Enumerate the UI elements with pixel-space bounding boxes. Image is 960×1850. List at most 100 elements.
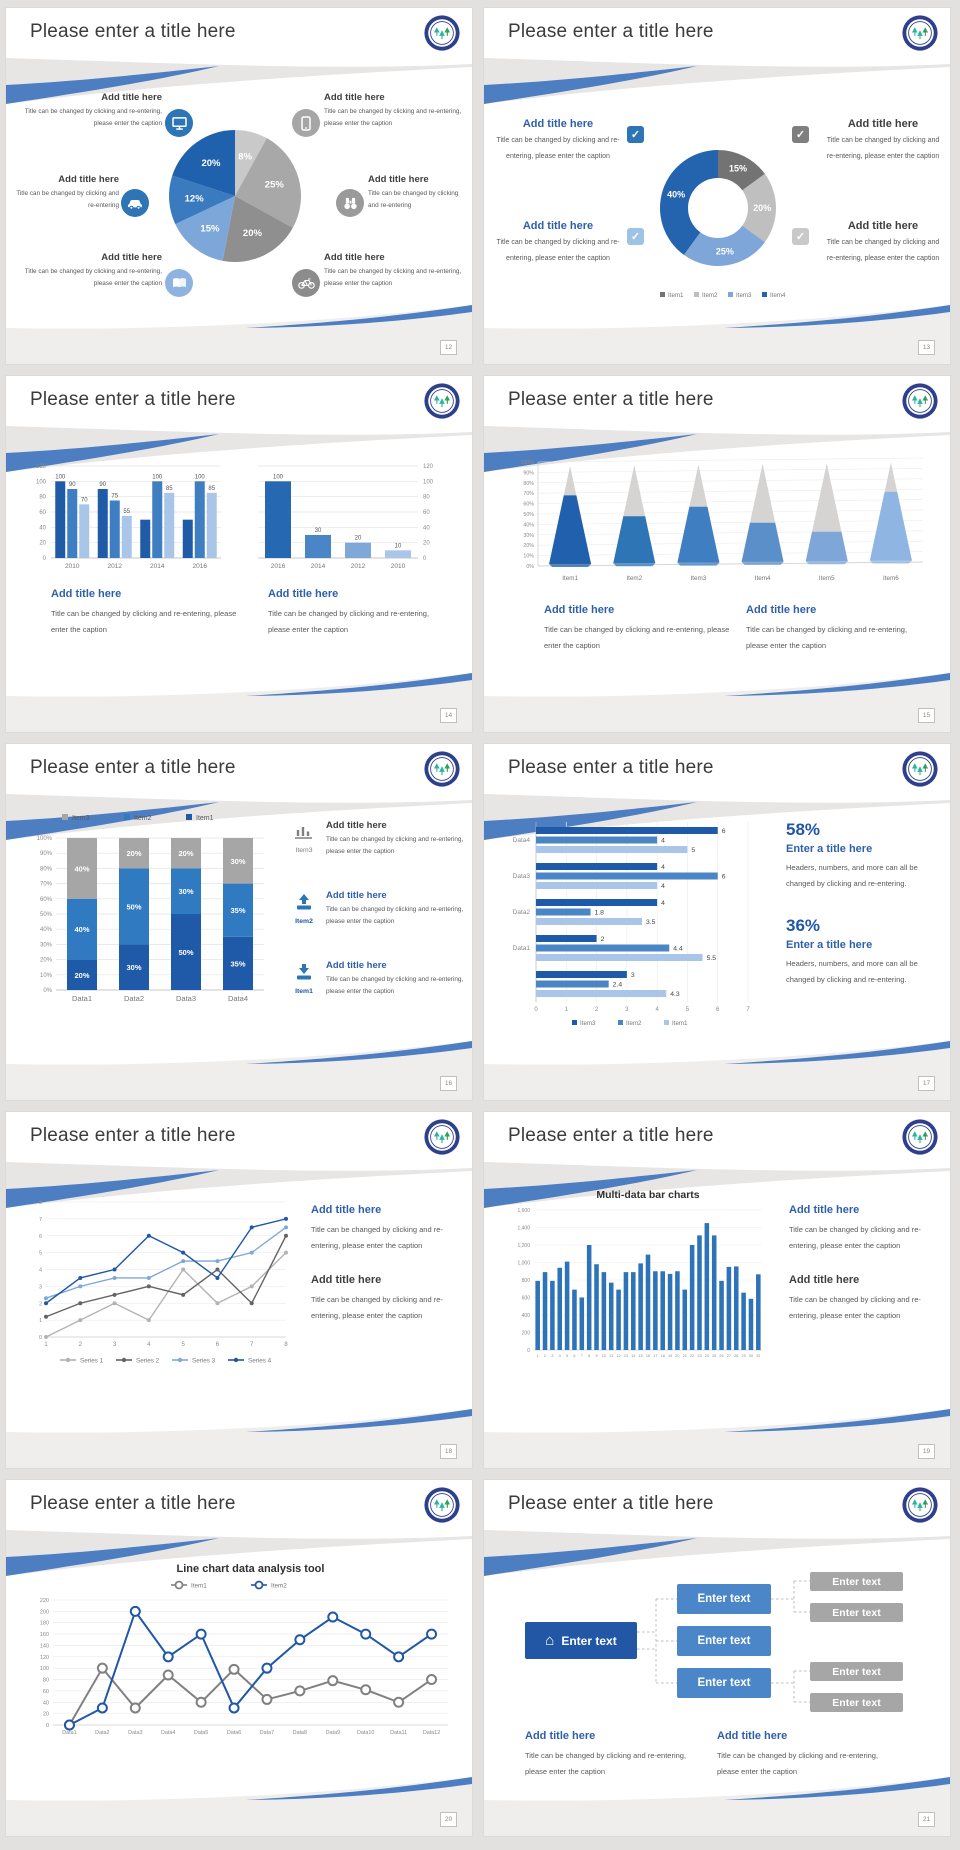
svg-text:50%: 50% xyxy=(40,912,53,918)
checkbox-icon[interactable]: ✓ xyxy=(627,228,644,245)
caption-left: Add title here Title can be changed by c… xyxy=(51,588,237,635)
slide-thumbnail-17[interactable]: Please enter a title here 0 1 2 3 4 5 6 7 6 4 5 Dat… xyxy=(484,744,950,1100)
svg-text:85: 85 xyxy=(166,486,173,492)
svg-text:40: 40 xyxy=(39,525,46,531)
svg-text:4: 4 xyxy=(147,1342,151,1348)
slide-thumbnail-12[interactable]: Please enter a title here 8% 25% 20% 15% 12%… xyxy=(6,8,472,364)
svg-text:90%: 90% xyxy=(523,470,534,476)
svg-text:90: 90 xyxy=(69,482,76,488)
checkbox-icon[interactable]: ✓ xyxy=(792,126,809,143)
svg-text:Item2: Item2 xyxy=(702,292,718,299)
svg-text:Data11: Data11 xyxy=(390,1730,407,1736)
slide-title: Please enter a title here xyxy=(30,1125,236,1146)
svg-text:30: 30 xyxy=(749,1354,753,1358)
svg-text:40%: 40% xyxy=(40,927,53,933)
slide-page-number: 16 xyxy=(440,1076,457,1091)
caption-right: Add title here Title can be changed by c… xyxy=(268,588,430,635)
svg-text:6: 6 xyxy=(722,874,726,881)
svg-text:12: 12 xyxy=(616,1354,620,1358)
tree-leaf-box[interactable]: Enter text xyxy=(810,1603,903,1622)
callout-bottom-right: Add title here Title can be changed by c… xyxy=(826,220,940,263)
slide-decoration xyxy=(484,1162,950,1468)
svg-text:20%: 20% xyxy=(753,203,771,213)
checkbox-icon[interactable]: ✓ xyxy=(627,126,644,143)
slide-thumbnail-14[interactable]: Please enter a title here 0 20 40 60 80 100 12… xyxy=(6,376,472,732)
checkbox-icon[interactable]: ✓ xyxy=(792,228,809,245)
tree-mid-box[interactable]: Enter text xyxy=(677,1626,771,1656)
svg-text:Data5: Data5 xyxy=(194,1730,208,1736)
svg-text:Data1: Data1 xyxy=(513,945,531,952)
slide-page-number: 21 xyxy=(918,1812,935,1827)
svg-text:1,000: 1,000 xyxy=(517,1261,530,1267)
svg-text:25: 25 xyxy=(712,1354,716,1358)
svg-text:4.3: 4.3 xyxy=(670,991,680,998)
svg-text:2012: 2012 xyxy=(351,563,366,570)
tree-mid-box[interactable]: Enter text xyxy=(677,1668,771,1698)
svg-text:4: 4 xyxy=(661,883,665,890)
svg-text:1,600: 1,600 xyxy=(517,1208,530,1214)
svg-text:40%: 40% xyxy=(667,189,685,199)
svg-text:100: 100 xyxy=(273,474,284,480)
slide-title: Please enter a title here xyxy=(30,1493,236,1514)
tree-leaf-box[interactable]: Enter text xyxy=(810,1662,903,1681)
svg-text:25%: 25% xyxy=(716,247,734,257)
svg-text:5: 5 xyxy=(181,1342,185,1348)
svg-text:Item2: Item2 xyxy=(134,815,152,822)
svg-text:9: 9 xyxy=(595,1354,597,1358)
svg-text:Multi-data bar charts: Multi-data bar charts xyxy=(596,1189,699,1201)
slide-thumbnail-13[interactable]: Please enter a title here 15% 20% 25% 40% It… xyxy=(484,8,950,364)
svg-text:31: 31 xyxy=(756,1354,760,1358)
svg-text:120: 120 xyxy=(40,1655,49,1661)
svg-text:1: 1 xyxy=(44,1342,48,1348)
car-icon xyxy=(121,189,149,217)
svg-text:25%: 25% xyxy=(265,180,285,191)
tree-root-box[interactable]: ⌂ Enter text xyxy=(525,1622,637,1659)
svg-text:15: 15 xyxy=(639,1354,643,1358)
slide-thumbnail-19[interactable]: Please enter a title here Multi-data bar… xyxy=(484,1112,950,1468)
svg-text:8: 8 xyxy=(284,1342,288,1348)
svg-text:24: 24 xyxy=(705,1354,709,1358)
tree-mid-box[interactable]: Enter text xyxy=(677,1584,771,1614)
svg-text:18: 18 xyxy=(661,1354,665,1358)
svg-text:7: 7 xyxy=(581,1354,583,1358)
svg-text:100: 100 xyxy=(40,1666,49,1672)
bicycle-icon xyxy=(292,269,320,297)
svg-text:Item2: Item2 xyxy=(626,1020,642,1027)
school-seal-logo xyxy=(902,15,938,51)
slide-thumbnail-15[interactable]: Please enter a title here 0% 10% 20% 30% 40%… xyxy=(484,376,950,732)
slide-thumbnail-20[interactable]: Please enter a title here Line chart dat… xyxy=(6,1480,472,1836)
caption-right: Add title here Title can be changed by c… xyxy=(746,604,908,651)
svg-text:Data6: Data6 xyxy=(227,1730,241,1736)
svg-text:3: 3 xyxy=(625,1007,629,1013)
svg-text:0: 0 xyxy=(527,1348,530,1354)
svg-text:6: 6 xyxy=(722,828,726,835)
svg-text:90%: 90% xyxy=(40,851,53,857)
slide-decoration xyxy=(6,794,472,1100)
slide-page-number: 19 xyxy=(918,1444,935,1459)
svg-text:Data1: Data1 xyxy=(62,1730,76,1736)
slide-decoration xyxy=(6,1530,472,1836)
school-seal-logo xyxy=(424,751,460,787)
slide-title: Please enter a title here xyxy=(508,1493,714,1514)
svg-text:5: 5 xyxy=(39,1251,42,1257)
svg-text:70%: 70% xyxy=(40,882,53,888)
svg-text:8: 8 xyxy=(588,1354,590,1358)
svg-text:Data4: Data4 xyxy=(513,837,531,844)
svg-text:4: 4 xyxy=(39,1268,42,1274)
stacked-bar-chart: Item3 Item2 Item1 0% 10% 20% 30% 40% 50% 60% 70% 80… xyxy=(37,814,264,1003)
svg-text:1,400: 1,400 xyxy=(517,1226,530,1232)
school-seal-logo xyxy=(424,15,460,51)
tree-leaf-box[interactable]: Enter text xyxy=(810,1693,903,1712)
svg-text:27: 27 xyxy=(727,1354,731,1358)
slide-thumbnail-16[interactable]: Please enter a title here Item3 Item2 Item… xyxy=(6,744,472,1100)
svg-text:70: 70 xyxy=(81,497,88,503)
callout-mid-right: Add title here Title can be changed by c… xyxy=(368,174,459,210)
svg-text:7: 7 xyxy=(39,1217,42,1223)
svg-text:16: 16 xyxy=(646,1354,650,1358)
slide-decoration xyxy=(484,1530,950,1836)
svg-text:80%: 80% xyxy=(523,481,534,487)
tree-leaf-box[interactable]: Enter text xyxy=(810,1572,903,1591)
svg-text:1: 1 xyxy=(565,1007,569,1013)
slide-thumbnail-21[interactable]: Please enter a title here ⌂ Enter text E… xyxy=(484,1480,950,1836)
